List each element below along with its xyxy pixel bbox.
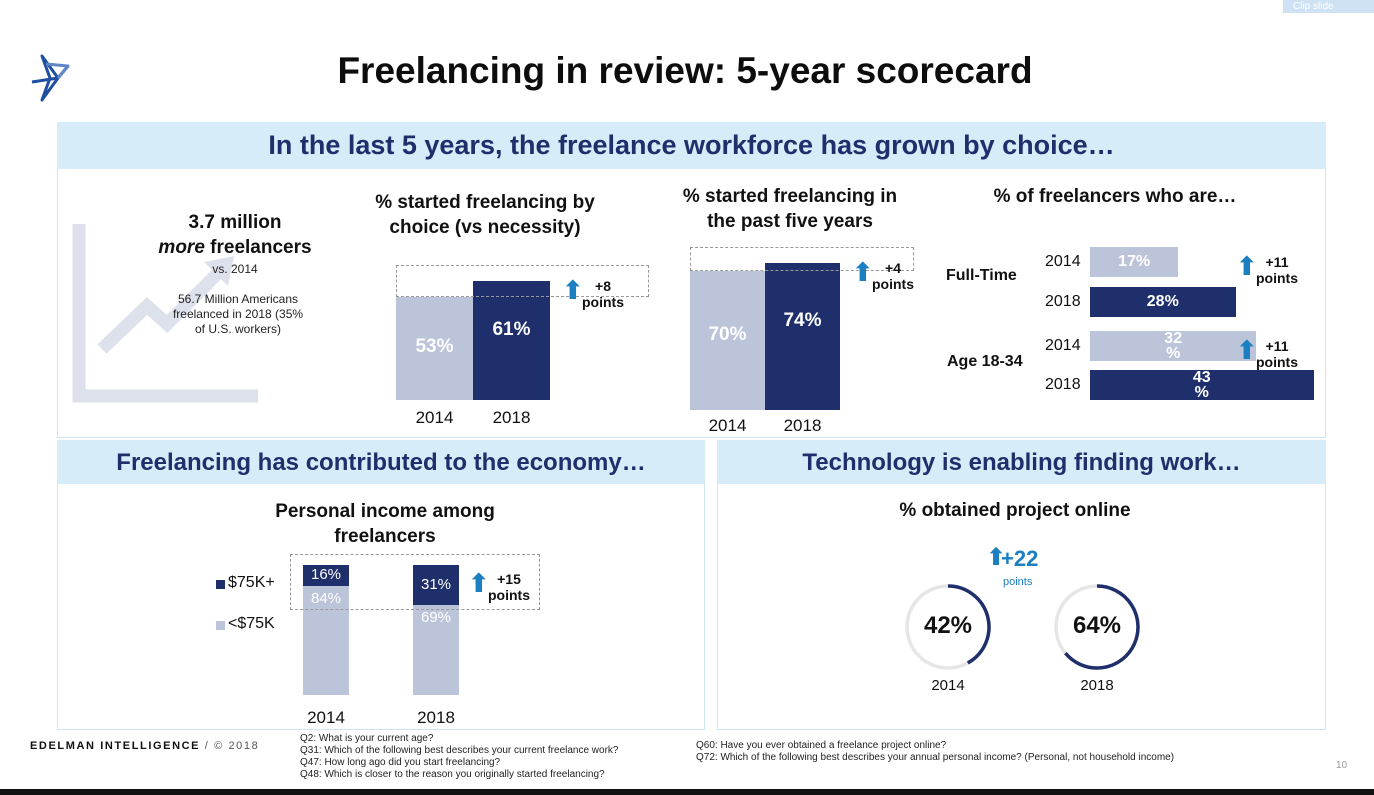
technology-panel bbox=[717, 440, 1326, 730]
by-choice-label-2014: 53% bbox=[415, 335, 454, 357]
Age 18-34-2014-label: 32 % bbox=[1164, 331, 1183, 361]
online-tick-2018: 2018 bbox=[1080, 677, 1114, 694]
online-2018-value: 64% bbox=[1072, 612, 1122, 639]
legend-1-swatch bbox=[216, 621, 225, 630]
headline-number: 3.7 million bbox=[188, 212, 282, 233]
page-number: 10 bbox=[1336, 760, 1348, 771]
income-tick-2014: 2014 bbox=[307, 708, 345, 727]
headline-subtitle: more freelancers bbox=[158, 237, 312, 258]
growth-banner: In the last 5 years, the freelance workf… bbox=[57, 122, 1326, 169]
income-2014-under-75k-label: 84% bbox=[310, 589, 342, 607]
footnote-q47: Q47: How long ago did you start freelanc… bbox=[300, 757, 501, 768]
income-2018-75k-plus: 31% bbox=[413, 565, 459, 606]
income-change-arrow-icon: ⬆ bbox=[468, 568, 490, 598]
brand-name: EDELMAN INTELLIGENCE bbox=[30, 740, 201, 752]
by-choice-bar-2018: 61% bbox=[473, 281, 550, 400]
by-choice-delta: +8 points bbox=[582, 278, 624, 311]
headline-stat: 3.7 million more freelancers bbox=[130, 210, 340, 260]
economy-panel bbox=[57, 440, 705, 730]
by-choice-bar-2014: 53% bbox=[396, 296, 473, 400]
Full-Time-2014-label: 17% bbox=[1118, 253, 1151, 270]
edelman-logo-icon bbox=[31, 54, 70, 102]
Full-Time-2014-bar: 17% bbox=[1090, 247, 1179, 277]
past-five-label-2014: 70% bbox=[708, 324, 747, 346]
online-change-arrow-icon: ⬆ bbox=[986, 544, 1007, 571]
past-five-tick-2018: 2018 bbox=[783, 416, 822, 435]
clip-slide-button[interactable]: Clip slide bbox=[1283, 0, 1374, 13]
Full-Time-category: Full-Time bbox=[946, 267, 1017, 284]
chart-online-title: % obtained project online bbox=[899, 500, 1131, 521]
income-change-delta: +15 points bbox=[488, 571, 530, 603]
footnote-q31: Q31: Which of the following best describ… bbox=[300, 745, 619, 756]
footnotes-right: Q60: Have you ever obtained a freelance … bbox=[696, 740, 1174, 764]
past-five-tick-2014: 2014 bbox=[708, 416, 747, 435]
by-choice-label-2018: 61% bbox=[492, 319, 531, 341]
by-choice-change-box bbox=[396, 265, 649, 297]
online-change-delta: +22 bbox=[1001, 546, 1039, 571]
by-choice-tick-2014: 2014 bbox=[415, 408, 454, 427]
income-2014-under-75k: 84% bbox=[303, 585, 349, 695]
Age 18-34-2018-year: 2018 bbox=[1045, 376, 1081, 393]
Age 18-34-2014-year: 2014 bbox=[1045, 337, 1081, 354]
income-2014-75k-plus: 16% bbox=[303, 565, 349, 586]
economy-banner: Freelancing has contributed to the econo… bbox=[57, 440, 705, 484]
by-choice-tick-2018: 2018 bbox=[492, 408, 531, 427]
Age 18-34-change-delta: +11 points bbox=[1256, 338, 1298, 370]
chart-income-title: Personal income among freelancers bbox=[275, 501, 495, 547]
past-five-change-box bbox=[690, 247, 914, 272]
bottom-border bbox=[0, 789, 1374, 795]
income-2018-75k-plus-label: 31% bbox=[420, 576, 452, 594]
income-tick-2018: 2018 bbox=[417, 708, 455, 727]
past-five-bar-2018: 74% bbox=[765, 263, 840, 410]
legend-0-label: $75K+ bbox=[228, 574, 275, 591]
Full-Time-2018-bar: 28% bbox=[1090, 287, 1236, 317]
freelancer-count-note: 56.7 Million Americans freelanced in 201… bbox=[172, 292, 304, 336]
chart-past-five-title: % started freelancing in the past five y… bbox=[682, 186, 898, 232]
income-2018-under-75k-label: 69% bbox=[420, 609, 452, 627]
chart-by-choice-title: % started freelancing by choice (vs nece… bbox=[375, 192, 595, 238]
copyright: / © 2018 bbox=[204, 740, 260, 752]
technology-banner: Technology is enabling finding work… bbox=[717, 440, 1326, 484]
Full-Time-change-arrow-icon: ⬆ bbox=[1236, 251, 1258, 281]
past-five-delta: +4 points bbox=[872, 260, 914, 293]
footnotes-left: Q2: What is your current age? Q31: Which… bbox=[300, 733, 619, 781]
past-five-label-2018: 74% bbox=[783, 310, 822, 332]
online-change-unit: points bbox=[1003, 576, 1033, 588]
Age 18-34-2014-bar: 32 % bbox=[1090, 331, 1257, 361]
footnote-q72: Q72: Which of the following best describ… bbox=[696, 752, 1175, 763]
page-title: Freelancing in review: 5-year scorecard bbox=[337, 50, 1033, 91]
legend-1-label: <$75K bbox=[228, 615, 275, 632]
chart-freelancers-who-are-title: % of freelancers who are… bbox=[993, 186, 1237, 207]
by-choice-arrow-icon: ⬆ bbox=[562, 275, 584, 306]
legend-0-swatch bbox=[216, 580, 225, 589]
Age 18-34-2018-bar: 43 % bbox=[1090, 370, 1314, 400]
past-five-bar-2014: 70% bbox=[690, 271, 765, 410]
headline-vs-note: vs. 2014 bbox=[212, 262, 258, 276]
footnote-q60: Q60: Have you ever obtained a freelance … bbox=[696, 740, 947, 751]
online-tick-2014: 2014 bbox=[931, 677, 965, 694]
footnote-q48: Q48: Which is closer to the reason you o… bbox=[300, 769, 605, 780]
online-2014-value: 42% bbox=[923, 612, 973, 639]
past-five-arrow-icon: ⬆ bbox=[852, 257, 874, 288]
Full-Time-2014-year: 2014 bbox=[1045, 253, 1081, 270]
Full-Time-2018-year: 2018 bbox=[1045, 293, 1081, 310]
Age 18-34-2018-label: 43 % bbox=[1192, 370, 1211, 400]
footnote-q2: Q2: What is your current age? bbox=[300, 733, 434, 744]
income-change-box bbox=[290, 554, 540, 610]
growth-trend-icon bbox=[72, 224, 258, 403]
Age 18-34-category: Age 18-34 bbox=[947, 353, 1023, 370]
Age 18-34-change-arrow-icon: ⬆ bbox=[1236, 335, 1258, 365]
Full-Time-change-delta: +11 points bbox=[1256, 254, 1298, 286]
footer-brand: EDELMAN INTELLIGENCE / © 2018 bbox=[30, 740, 259, 752]
Full-Time-2018-label: 28% bbox=[1146, 293, 1179, 310]
income-2014-75k-plus-label: 16% bbox=[310, 566, 342, 584]
income-2018-under-75k: 69% bbox=[413, 605, 459, 695]
